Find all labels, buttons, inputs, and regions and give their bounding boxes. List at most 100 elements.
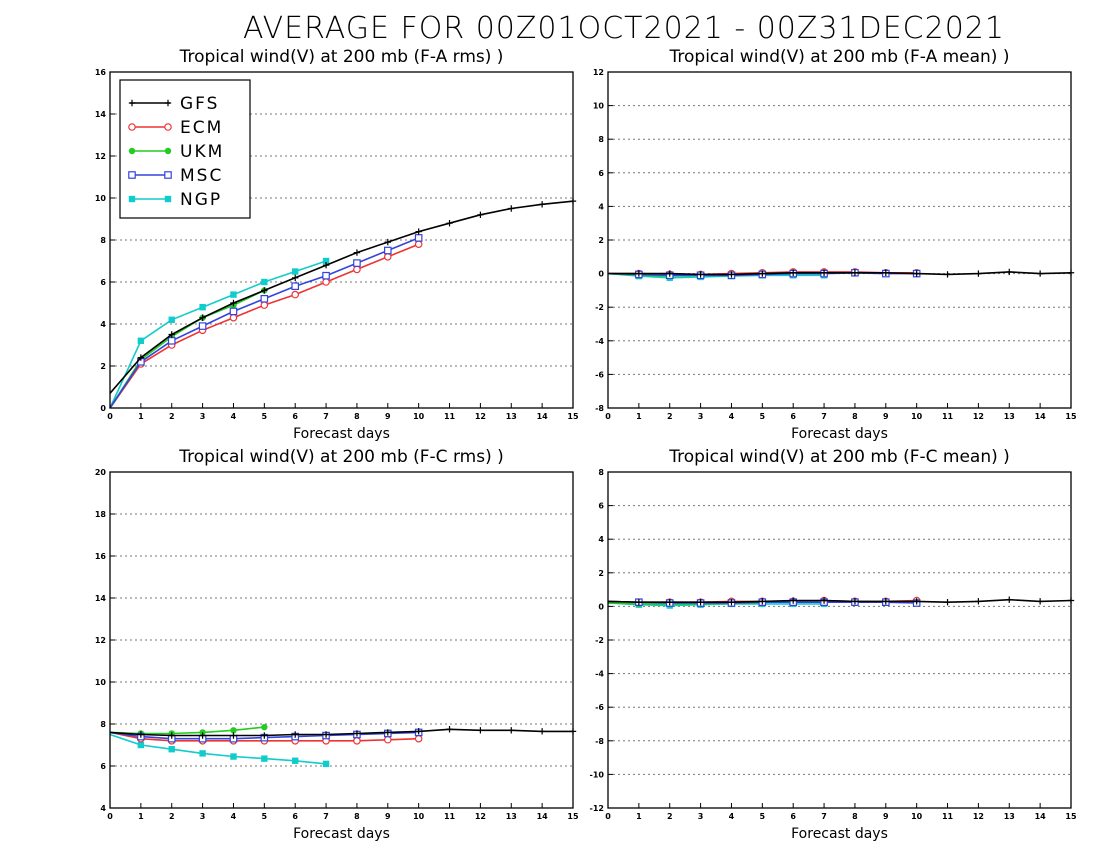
plot-frame xyxy=(109,471,574,809)
x-tick-label: 2 xyxy=(667,812,673,821)
y-tick-label: -6 xyxy=(595,370,604,379)
series-line-ngp xyxy=(607,272,825,279)
x-tick-label: 13 xyxy=(1004,412,1015,421)
y-tick-label: 0 xyxy=(598,602,604,611)
data-point-gfs xyxy=(728,599,735,606)
series-line-gfs xyxy=(607,598,1072,604)
x-tick-label: 2 xyxy=(169,412,175,421)
plots-container: Tropical wind(V) at 200 mb (F-A rms) ) 0 2… xyxy=(95,47,1077,842)
data-point-gfs xyxy=(168,732,175,739)
x-tick-label: 10 xyxy=(413,812,425,821)
legend-label: MSC xyxy=(180,166,223,186)
y-tick-label: 0 xyxy=(100,404,106,413)
x-tick-label: 9 xyxy=(883,812,889,821)
series-ecm xyxy=(109,240,423,409)
data-point-ngp xyxy=(230,291,237,298)
x-tick-label: 11 xyxy=(444,412,456,421)
data-point-gfs xyxy=(759,598,766,605)
data-point-gfs xyxy=(261,732,268,739)
chart-panel-3: Tropical wind(V) at 200 mb (F-C rms) ) 4 6… xyxy=(95,447,579,842)
legend-label: GFS xyxy=(180,94,219,114)
y-tick-label: -2 xyxy=(595,303,604,312)
y-tick-label: 4 xyxy=(100,804,106,813)
x-tick-label: 5 xyxy=(760,412,766,421)
series-line-ukm xyxy=(109,726,265,735)
data-point-gfs xyxy=(975,270,982,277)
legend-label: ECM xyxy=(180,118,223,138)
x-tick-label: 0 xyxy=(107,812,113,821)
data-point-gfs xyxy=(477,727,484,734)
data-point-gfs xyxy=(851,598,859,605)
data-point-gfs xyxy=(1036,598,1044,605)
x-tick-label: 12 xyxy=(973,412,984,421)
data-point-gfs xyxy=(477,211,484,218)
x-tick-label: 5 xyxy=(760,812,766,821)
series-line-ukm xyxy=(109,289,265,409)
series-ngp xyxy=(109,257,330,409)
data-point-gfs xyxy=(508,205,515,212)
data-point-gfs xyxy=(415,228,422,235)
y-tick-label: 6 xyxy=(100,762,106,771)
x-tick-label: 12 xyxy=(973,812,984,821)
data-point-ecm xyxy=(322,278,330,286)
x-tick-label: 7 xyxy=(821,812,827,821)
data-point-gfs xyxy=(446,726,453,733)
x-tick-label: 3 xyxy=(698,812,704,821)
x-tick-label: 4 xyxy=(729,412,735,421)
data-point-gfs xyxy=(137,731,145,738)
data-point-gfs xyxy=(820,597,828,604)
x-axis-label: Forecast days xyxy=(293,426,390,442)
x-tick-label: 14 xyxy=(1035,812,1047,821)
data-point-ngp xyxy=(292,268,299,275)
x-tick-label: 3 xyxy=(200,412,206,421)
x-tick-label: 9 xyxy=(385,412,391,421)
x-tick-label: 1 xyxy=(636,412,642,421)
x-tick-label: 11 xyxy=(942,412,954,421)
data-point-gfs xyxy=(882,598,889,605)
y-tick-label: 8 xyxy=(100,720,106,729)
data-point-gfs xyxy=(230,299,237,307)
data-point-gfs xyxy=(697,271,704,278)
legend-entry-ecm: ECM xyxy=(128,118,223,138)
plot-frame xyxy=(607,71,1072,409)
series-line-gfs xyxy=(109,728,573,737)
x-tick-label: 4 xyxy=(231,812,237,821)
y-tick-label: 8 xyxy=(598,135,604,144)
x-tick-label: 8 xyxy=(852,812,858,821)
data-point-ecm xyxy=(260,301,269,309)
data-point-gfs xyxy=(261,287,268,294)
x-tick-label: 8 xyxy=(852,412,858,421)
data-point-gfs xyxy=(851,269,859,276)
x-tick-label: 8 xyxy=(354,412,360,421)
data-point-gfs xyxy=(292,731,299,738)
y-tick-label: 12 xyxy=(95,636,106,645)
data-point-gfs xyxy=(944,271,951,278)
plot-frame xyxy=(109,71,574,409)
data-point-ecm xyxy=(353,265,361,274)
legend-marker xyxy=(164,195,172,203)
x-tick-label: 11 xyxy=(942,812,954,821)
x-tick-label: 6 xyxy=(292,412,298,421)
data-point-gfs xyxy=(913,598,920,605)
data-point-gfs xyxy=(230,732,237,739)
x-axis-label: Forecast days xyxy=(791,426,888,442)
x-tick-label: 5 xyxy=(262,812,268,821)
data-point-ngp xyxy=(168,746,175,753)
y-tick-label: 4 xyxy=(598,535,604,544)
x-tick-label: 1 xyxy=(138,412,144,421)
figure-title: AVERAGE FOR 00Z01OCT2021 - 00Z31DEC2021 xyxy=(243,11,1005,46)
data-point-ecm xyxy=(229,313,238,322)
x-tick-label: 5 xyxy=(262,412,268,421)
series-line-gfs xyxy=(109,200,574,394)
x-tick-label: 10 xyxy=(911,412,923,421)
y-tick-label: 2 xyxy=(100,362,106,371)
y-tick-label: 18 xyxy=(95,510,107,519)
y-tick-label: -2 xyxy=(595,636,604,645)
data-point-gfs xyxy=(538,728,546,735)
data-point-ngp xyxy=(168,316,175,323)
x-tick-label: 1 xyxy=(636,812,642,821)
y-tick-label: 10 xyxy=(95,678,107,687)
y-tick-label: 6 xyxy=(598,502,604,511)
y-tick-label: 10 xyxy=(593,102,605,111)
data-point-ngp xyxy=(137,741,145,749)
